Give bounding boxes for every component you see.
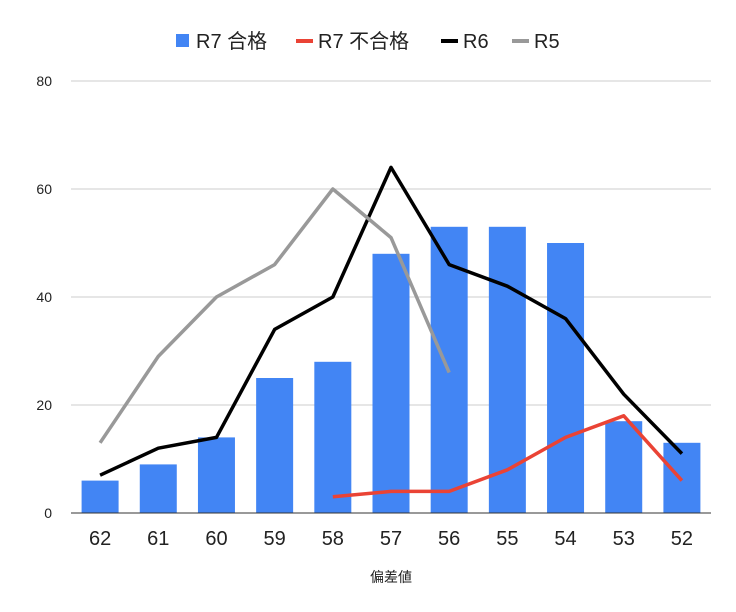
x-tick-label: 54 <box>554 528 576 550</box>
line-series-1 <box>332 414 684 499</box>
y-tick-label: 80 <box>36 73 52 89</box>
x-tick-label: 60 <box>205 528 227 550</box>
legend-swatch-bar <box>176 34 189 47</box>
bar-58 <box>314 361 352 513</box>
x-tick-label: 52 <box>671 528 693 550</box>
bar-53 <box>605 421 643 513</box>
bar-52 <box>663 442 701 513</box>
legend-label: R5 <box>534 31 560 53</box>
legend-label: R6 <box>463 31 489 53</box>
bar-55 <box>488 226 526 514</box>
bar-59 <box>256 378 294 513</box>
legend-label: R7 合格 <box>196 30 267 53</box>
x-tick-label: 59 <box>264 528 286 550</box>
bar-62 <box>81 480 119 513</box>
x-tick-label: 58 <box>322 528 344 550</box>
bar-60 <box>197 437 235 513</box>
x-axis-title: 偏差値 <box>370 569 412 585</box>
bar-57 <box>372 253 410 514</box>
x-tick-label: 56 <box>438 528 460 550</box>
line-series-3 <box>98 187 451 444</box>
bar-61 <box>139 464 177 513</box>
x-tick-label: 57 <box>380 528 402 550</box>
x-tick-label: 53 <box>613 528 635 550</box>
y-tick-label: 60 <box>36 181 52 197</box>
x-tick-label: 55 <box>496 528 518 550</box>
legend-label: R7 不合格 <box>318 30 409 53</box>
x-tick-label: 62 <box>89 528 111 550</box>
line-series-2 <box>99 165 684 477</box>
bar-54 <box>547 243 585 513</box>
x-tick-label: 61 <box>147 528 169 550</box>
y-tick-label: 0 <box>44 505 52 521</box>
y-tick-label: 20 <box>36 397 52 413</box>
y-tick-label: 40 <box>36 289 52 305</box>
